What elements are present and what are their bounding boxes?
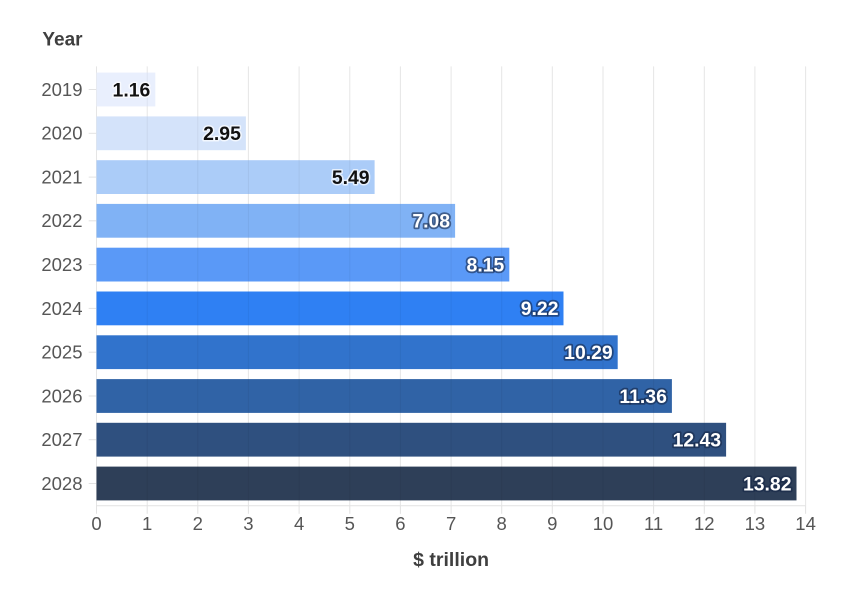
svg-text:2023: 2023 xyxy=(41,254,82,275)
svg-text:7.08: 7.08 xyxy=(412,211,450,233)
svg-text:9.22: 9.22 xyxy=(521,298,559,320)
svg-text:10.29: 10.29 xyxy=(564,342,613,364)
svg-text:9: 9 xyxy=(547,513,557,534)
svg-text:0: 0 xyxy=(91,513,101,534)
svg-text:6: 6 xyxy=(395,513,405,534)
svg-text:13: 13 xyxy=(745,513,766,534)
svg-text:1: 1 xyxy=(142,513,152,534)
svg-text:Year: Year xyxy=(42,30,83,51)
svg-text:8.15: 8.15 xyxy=(467,254,505,276)
svg-text:2026: 2026 xyxy=(41,385,82,406)
svg-text:12: 12 xyxy=(694,513,715,534)
svg-text:$ trillion: $ trillion xyxy=(413,549,489,571)
svg-text:7: 7 xyxy=(446,513,456,534)
svg-text:2021: 2021 xyxy=(41,167,82,188)
svg-text:4: 4 xyxy=(294,513,304,534)
svg-text:13.82: 13.82 xyxy=(743,473,792,495)
svg-text:3: 3 xyxy=(243,513,253,534)
svg-text:1.16: 1.16 xyxy=(113,79,151,101)
svg-text:2: 2 xyxy=(193,513,203,534)
svg-text:2027: 2027 xyxy=(41,429,82,450)
svg-text:2024: 2024 xyxy=(41,298,82,319)
svg-text:5.49: 5.49 xyxy=(332,167,370,189)
svg-text:2025: 2025 xyxy=(41,342,82,363)
svg-text:2.95: 2.95 xyxy=(203,123,241,145)
svg-text:2028: 2028 xyxy=(41,473,82,494)
svg-text:11.36: 11.36 xyxy=(619,386,667,408)
svg-text:11: 11 xyxy=(644,513,663,534)
svg-text:12.43: 12.43 xyxy=(673,430,722,452)
svg-text:2019: 2019 xyxy=(41,79,82,100)
svg-text:2020: 2020 xyxy=(41,123,82,144)
svg-text:5: 5 xyxy=(345,513,355,534)
svg-text:10: 10 xyxy=(593,513,614,534)
svg-text:8: 8 xyxy=(497,513,507,534)
svg-text:2022: 2022 xyxy=(41,210,82,231)
svg-text:14: 14 xyxy=(795,513,816,534)
